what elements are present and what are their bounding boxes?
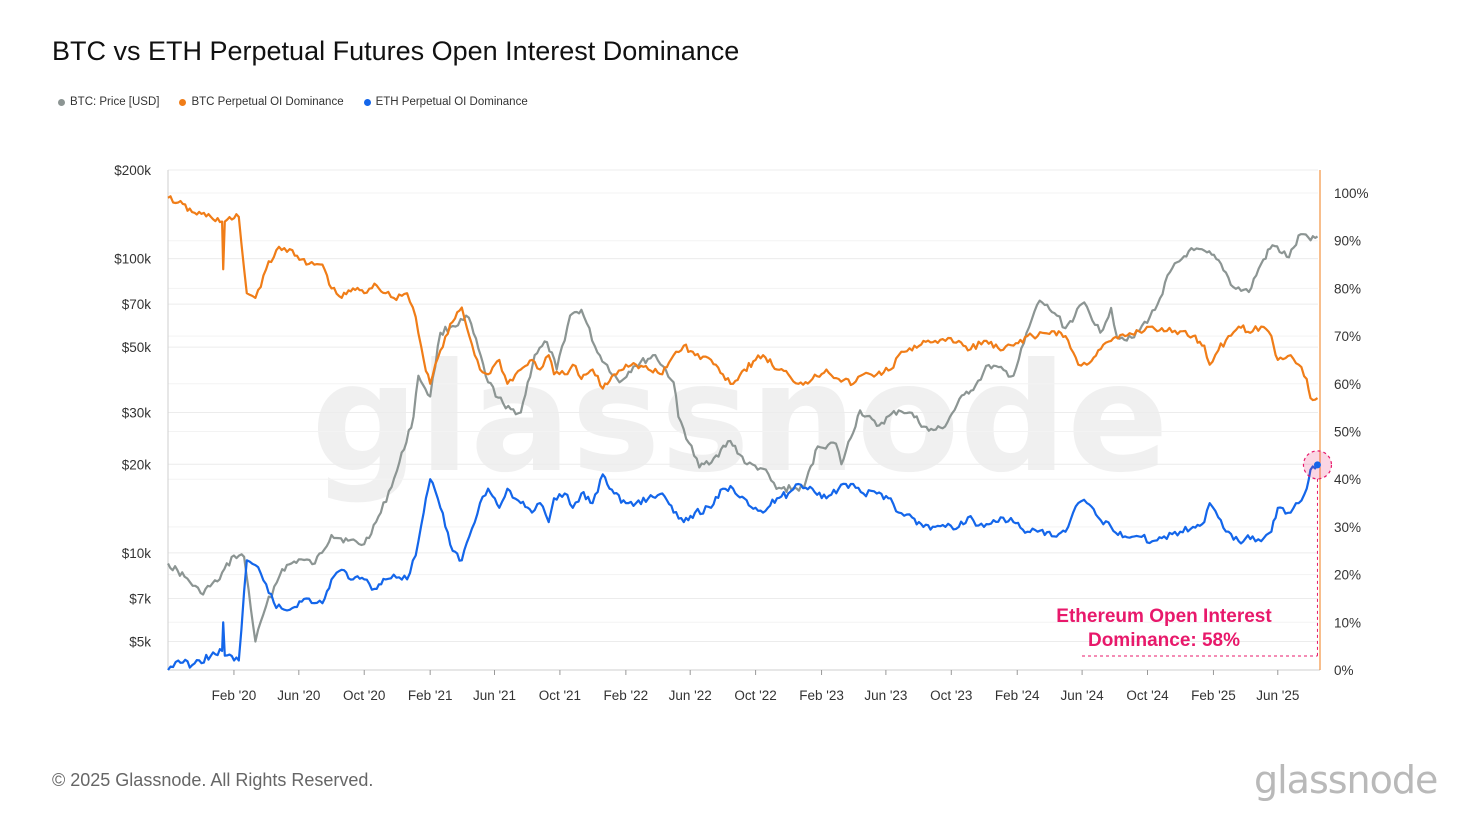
- annotation-point: [1313, 461, 1321, 469]
- annotation-text-line: Ethereum Open Interest: [1056, 606, 1272, 627]
- x-tick-label: Jun '20: [277, 688, 320, 703]
- x-tick-label: Oct '23: [930, 688, 972, 703]
- y-right-tick-label: 100%: [1334, 186, 1369, 201]
- legend-label-btc-oi: BTC Perpetual OI Dominance: [191, 96, 344, 108]
- legend-dot-btc-oi: [179, 98, 187, 106]
- y-left-tick-label: $50k: [122, 340, 152, 355]
- legend-item-btc-oi[interactable]: BTC Perpetual OI Dominance: [179, 96, 344, 108]
- series-line-eth-oi-dominance: [167, 464, 1319, 671]
- x-tick-label: Oct '22: [734, 688, 776, 703]
- y-right-tick-label: 60%: [1334, 377, 1361, 392]
- x-tick-label: Jun '23: [864, 688, 907, 703]
- y-right-tick-label: 30%: [1334, 520, 1361, 535]
- legend-label-eth-oi: ETH Perpetual OI Dominance: [375, 96, 528, 108]
- brand-logo: glassnode: [1254, 758, 1438, 802]
- y-right-tick-label: 10%: [1334, 615, 1361, 630]
- y-right-tick-label: 70%: [1334, 329, 1361, 344]
- y-right-tick-label: 80%: [1334, 281, 1361, 296]
- y-left-tick-label: $100k: [114, 252, 151, 267]
- x-tick-label: Oct '21: [539, 688, 581, 703]
- chart-watermark: glassnode: [311, 332, 1169, 506]
- legend-label-btc-price: BTC: Price [USD]: [70, 96, 160, 108]
- x-tick-label: Oct '24: [1126, 688, 1169, 703]
- x-tick-label: Jun '24: [1061, 688, 1105, 703]
- annotation-text-line: Dominance: 58%: [1088, 630, 1240, 651]
- y-right-tick-label: 20%: [1334, 568, 1361, 583]
- series-line-btc-oi-dominance: [167, 195, 1319, 402]
- x-tick-label: Feb '21: [408, 688, 453, 703]
- x-tick-label: Jun '22: [669, 688, 712, 703]
- legend: BTC: Price [USD] BTC Perpetual OI Domina…: [58, 96, 528, 108]
- legend-item-btc-price[interactable]: BTC: Price [USD]: [58, 96, 159, 108]
- y-left-tick-label: $5k: [129, 634, 151, 649]
- x-tick-label: Feb '25: [1191, 688, 1236, 703]
- x-tick-label: Jun '25: [1256, 688, 1299, 703]
- y-left-tick-label: $10k: [122, 546, 152, 561]
- legend-dot-eth-oi: [363, 98, 371, 106]
- x-tick-label: Oct '20: [343, 688, 385, 703]
- series-line-btc-price: [167, 233, 1319, 643]
- x-tick-label: Jun '21: [473, 688, 516, 703]
- x-tick-label: Feb '23: [799, 688, 844, 703]
- y-left-tick-label: $20k: [122, 457, 152, 472]
- y-left-tick-label: $70k: [122, 297, 152, 312]
- y-left-tick-label: $200k: [114, 163, 151, 178]
- chart-title: BTC vs ETH Perpetual Futures Open Intere…: [52, 36, 740, 66]
- legend-dot-btc-price: [58, 98, 65, 106]
- y-right-tick-label: 90%: [1334, 234, 1361, 249]
- footer-copyright: © 2025 Glassnode. All Rights Reserved.: [52, 770, 374, 790]
- y-right-tick-label: 0%: [1334, 663, 1354, 678]
- y-left-tick-label: $30k: [122, 405, 152, 420]
- y-right-tick-label: 50%: [1334, 425, 1361, 440]
- x-tick-label: Feb '24: [995, 688, 1040, 703]
- y-right-tick-label: 40%: [1334, 472, 1361, 487]
- legend-item-eth-oi[interactable]: ETH Perpetual OI Dominance: [363, 96, 528, 108]
- x-tick-label: Feb '20: [212, 688, 257, 703]
- y-left-tick-label: $7k: [129, 591, 151, 606]
- x-tick-label: Feb '22: [604, 688, 649, 703]
